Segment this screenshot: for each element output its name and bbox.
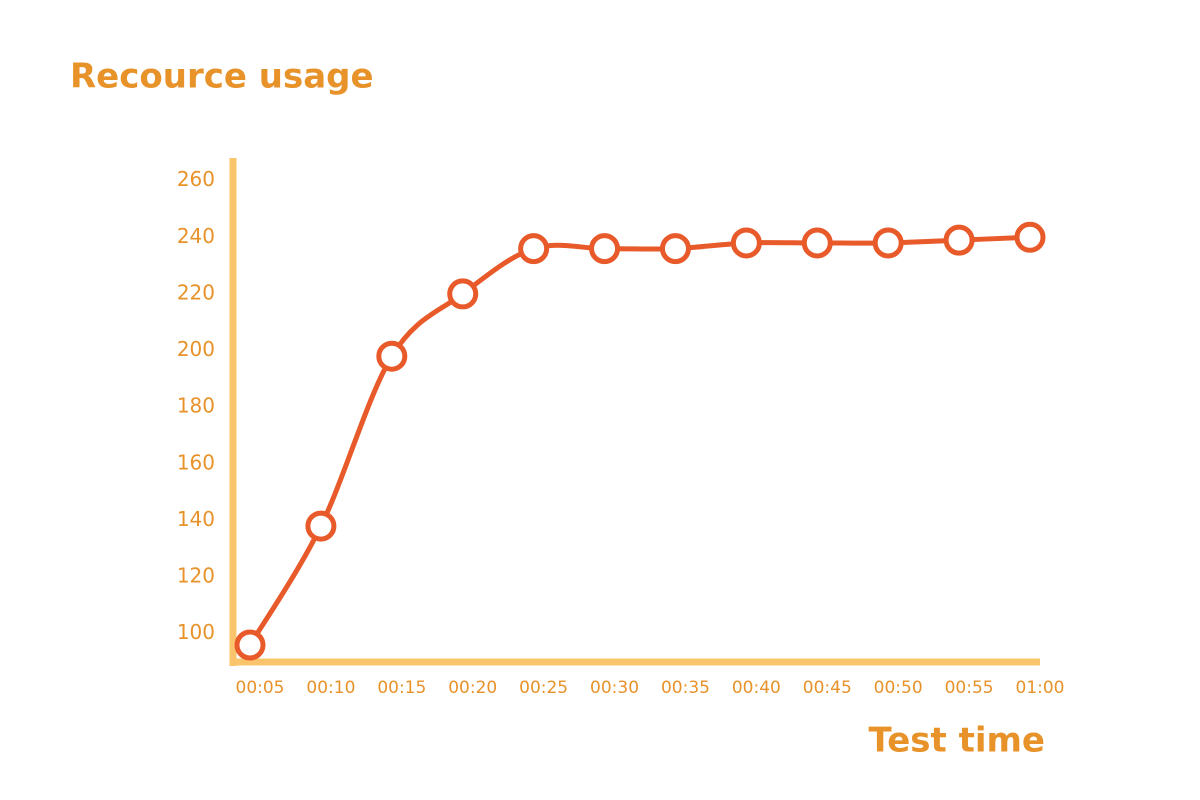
x-tick-label: 00:55	[945, 678, 994, 698]
y-tick-label: 180	[177, 394, 215, 418]
y-tick-label: 160	[177, 450, 215, 474]
point	[1014, 221, 1046, 253]
x-tick-label: 00:50	[874, 678, 923, 698]
x-tick-label: 00:35	[661, 678, 710, 698]
y-tick-label: 220	[177, 280, 215, 304]
x-tick-label: 00:25	[519, 678, 568, 698]
x-tick-label: 00:20	[448, 678, 497, 698]
point	[234, 629, 266, 661]
x-tick-label: 00:40	[732, 678, 781, 698]
y-tick-label: 260	[177, 167, 215, 191]
y-tick-label: 200	[177, 337, 215, 361]
x-tick-label: 01:00	[1016, 678, 1065, 698]
y-tick-label: 100	[177, 620, 215, 644]
point	[801, 227, 833, 259]
point	[376, 340, 408, 372]
point	[447, 278, 479, 310]
point	[305, 510, 337, 542]
point	[518, 233, 550, 265]
x-axis-label: Test time	[869, 721, 1045, 761]
line	[247, 234, 1031, 647]
point	[589, 233, 621, 265]
x-tick-label: 00:05	[236, 678, 285, 698]
point	[659, 233, 691, 265]
y-tick-label: 240	[177, 224, 215, 248]
point	[872, 227, 904, 259]
x-tick-label: 00:15	[377, 678, 426, 698]
y-tick-label: 140	[177, 507, 215, 531]
x-tick-label: 00:30	[590, 678, 639, 698]
x-tick-label: 00:45	[803, 678, 852, 698]
point	[730, 227, 762, 259]
x-tick-label: 00:10	[306, 678, 355, 698]
y-tick-label: 120	[177, 564, 215, 588]
chart-title: Recource usage	[70, 57, 374, 97]
point	[943, 224, 975, 256]
